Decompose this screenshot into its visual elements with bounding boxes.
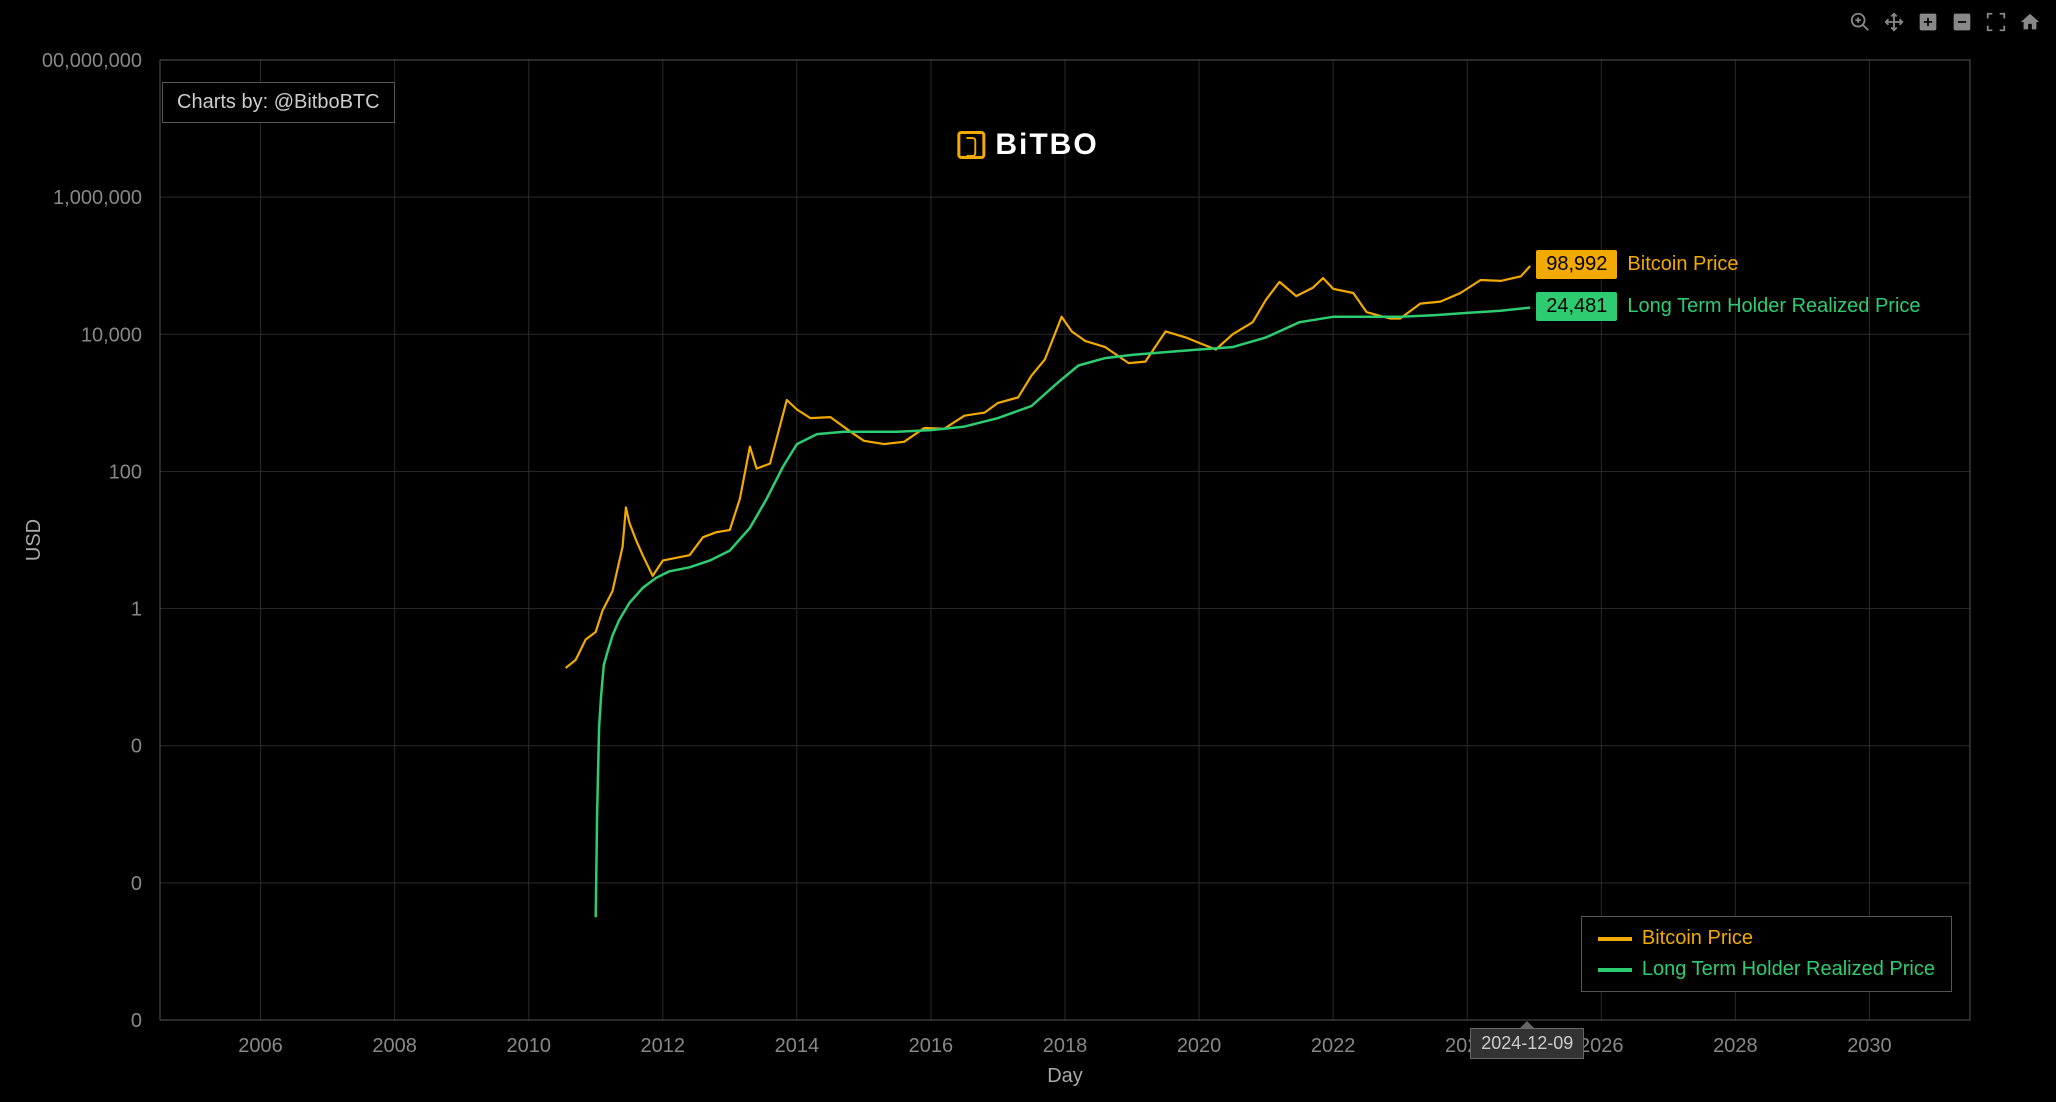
svg-text:0: 0	[131, 736, 142, 758]
svg-text:100: 100	[109, 461, 142, 483]
legend-swatch-0	[1598, 937, 1632, 941]
pan-icon[interactable]	[1880, 8, 1908, 36]
brand-logo: BiTBO	[957, 128, 1098, 162]
legend-label-1: Long Term Holder Realized Price	[1642, 958, 1935, 981]
svg-text:2030: 2030	[1847, 1035, 1892, 1057]
legend-item-1[interactable]: Long Term Holder Realized Price	[1598, 958, 1935, 981]
svg-text:2018: 2018	[1043, 1035, 1088, 1057]
svg-text:2016: 2016	[909, 1035, 954, 1057]
cursor-date-text: 2024-12-09	[1481, 1033, 1573, 1053]
fullscreen-icon[interactable]	[1982, 8, 2010, 36]
value-flag-label-0: Bitcoin Price	[1627, 253, 1738, 276]
legend-swatch-1	[1598, 968, 1632, 972]
svg-text:0: 0	[131, 1010, 142, 1032]
svg-text:2020: 2020	[1177, 1035, 1222, 1057]
home-icon[interactable]	[2016, 8, 2044, 36]
svg-text:0: 0	[131, 873, 142, 895]
svg-text:00,000,000: 00,000,000	[42, 50, 142, 72]
svg-text:2012: 2012	[641, 1035, 686, 1057]
svg-text:2014: 2014	[775, 1035, 820, 1057]
svg-text:1,000,000: 1,000,000	[53, 187, 142, 209]
cursor-date-flag: 2024-12-09	[1470, 1028, 1584, 1059]
svg-text:USD: USD	[23, 519, 45, 561]
svg-text:10,000: 10,000	[81, 324, 142, 346]
svg-text:2028: 2028	[1713, 1035, 1758, 1057]
svg-text:Day: Day	[1047, 1065, 1083, 1087]
plus-icon[interactable]	[1914, 8, 1942, 36]
value-flag-box-0: 98,992	[1536, 250, 1617, 279]
legend-box: Bitcoin Price Long Term Holder Realized …	[1581, 916, 1952, 992]
svg-text:2026: 2026	[1579, 1035, 1624, 1057]
value-flag-label-1: Long Term Holder Realized Price	[1627, 295, 1920, 318]
value-flag-box-1: 24,481	[1536, 292, 1617, 321]
attribution-box: Charts by: @BitboBTC	[162, 82, 395, 123]
svg-text:2006: 2006	[238, 1035, 283, 1057]
minus-icon[interactable]	[1948, 8, 1976, 36]
value-flag-lth-price: 24,481 Long Term Holder Realized Price	[1536, 292, 1920, 321]
value-flag-bitcoin-price: 98,992 Bitcoin Price	[1536, 250, 1738, 279]
brand-logo-icon	[957, 131, 985, 159]
svg-text:1: 1	[131, 599, 142, 621]
svg-text:2022: 2022	[1311, 1035, 1356, 1057]
chart-container: 0 0 0 1 100 10,000 1,000,000 00,000,000 2006 2008…	[0, 0, 2056, 1102]
svg-text:2008: 2008	[372, 1035, 417, 1057]
zoom-in-icon[interactable]	[1846, 8, 1874, 36]
chart-toolbar	[1846, 8, 2044, 36]
attribution-text: Charts by: @BitboBTC	[177, 91, 380, 113]
legend-label-0: Bitcoin Price	[1642, 927, 1753, 950]
svg-text:2010: 2010	[506, 1035, 551, 1057]
legend-item-0[interactable]: Bitcoin Price	[1598, 927, 1935, 950]
brand-text: BiTBO	[995, 128, 1098, 162]
